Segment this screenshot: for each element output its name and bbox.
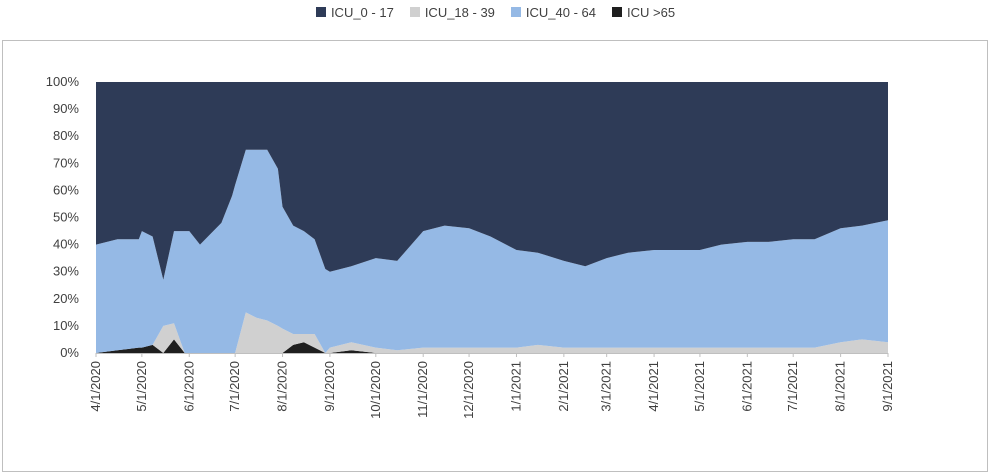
plot-frame — [2, 40, 988, 472]
x-axis: 4/1/2020 5/1/2020 6/1/2020 7/1/2020 8/1/2020… — [88, 353, 895, 419]
chart-legend: ICU_0 - 17 ICU_18 - 39 ICU_40 - 64 ICU >… — [0, 0, 991, 24]
x-tick-label: 8/1/2020 — [275, 361, 290, 412]
y-tick-label: 100% — [46, 74, 80, 89]
x-tick-label: 3/1/2021 — [599, 361, 614, 412]
y-tick-label: 70% — [53, 155, 79, 170]
y-tick-label: 0% — [60, 345, 79, 360]
y-tick-label: 50% — [53, 210, 79, 225]
x-tick-label: 9/1/2020 — [322, 361, 337, 412]
legend-item-icu-65-plus: ICU >65 — [612, 5, 675, 20]
x-tick-label: 6/1/2020 — [181, 361, 196, 412]
x-tick-label: 6/1/2021 — [739, 361, 754, 412]
y-tick-label: 60% — [53, 182, 79, 197]
stacked-areas — [96, 82, 888, 353]
area-series-0 — [96, 339, 888, 353]
x-tick-label: 1/1/2021 — [508, 361, 523, 412]
legend-swatch-icu-40-64 — [510, 7, 521, 17]
y-tick-label: 30% — [53, 264, 79, 279]
area-series-3 — [96, 82, 888, 280]
legend-label-icu-65-plus: ICU >65 — [627, 4, 676, 20]
legend-label-icu-40-64: ICU_40 - 64 — [525, 4, 596, 20]
x-tick-label: 12/1/2020 — [461, 361, 476, 419]
y-tick-label: 40% — [53, 237, 79, 252]
x-tick-label: 5/1/2021 — [692, 361, 707, 412]
y-tick-label: 80% — [53, 128, 79, 143]
x-tick-label: 4/1/2021 — [646, 361, 661, 412]
x-tick-label: 2/1/2021 — [556, 361, 571, 412]
x-tick-label: 5/1/2020 — [134, 361, 149, 412]
x-tick-label: 11/1/2020 — [415, 361, 430, 418]
y-tick-label: 90% — [53, 101, 79, 116]
legend-swatch-icu-0-17 — [315, 7, 326, 17]
legend-item-icu-0-17: ICU_0 - 17 — [315, 4, 394, 20]
x-tick-label: 10/1/2020 — [368, 361, 383, 419]
legend-label-icu-0-17: ICU_0 - 17 — [330, 4, 394, 20]
x-tick-label: 7/1/2020 — [227, 361, 242, 412]
legend-swatch-icu-65-plus — [612, 7, 622, 17]
x-tick-label: 8/1/2021 — [833, 361, 848, 412]
legend-label-icu-18-39: ICU_18 - 39 — [424, 4, 495, 20]
x-tick-label: 4/1/2020 — [88, 361, 103, 412]
area-series-1 — [96, 312, 888, 353]
area-series-2 — [96, 149, 888, 353]
y-tick-label: 10% — [53, 318, 79, 333]
legend-swatch-icu-18-39 — [409, 7, 420, 17]
x-tick-label: 7/1/2021 — [785, 361, 800, 412]
x-tick-label: 9/1/2021 — [880, 361, 895, 412]
y-axis: 0% 10% 20% 30% 40% 50% 60% 70% 80% 90% 100% — [46, 74, 80, 360]
legend-item-icu-40-64: ICU_40 - 64 — [510, 4, 596, 20]
legend-item-icu-18-39: ICU_18 - 39 — [409, 4, 495, 20]
y-tick-label: 20% — [53, 291, 79, 306]
